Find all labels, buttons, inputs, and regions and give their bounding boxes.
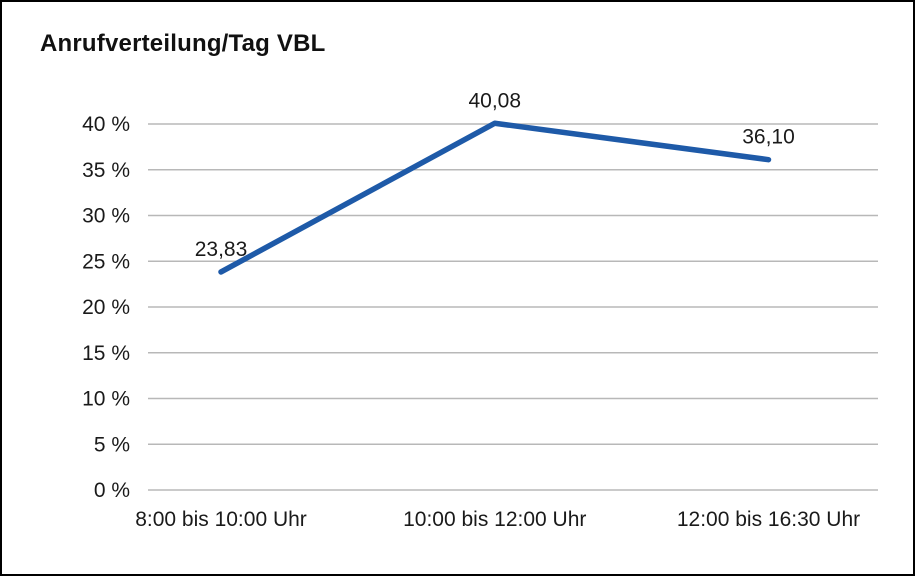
y-axis-tick-label: 20 % xyxy=(82,296,130,319)
x-axis-tick-label: 12:00 bis 16:30 Uhr xyxy=(677,508,860,531)
y-axis-tick-label: 25 % xyxy=(82,250,130,273)
y-axis-tick-label: 10 % xyxy=(82,388,130,411)
y-axis-tick-label: 30 % xyxy=(82,205,130,228)
y-axis-tick-label: 40 % xyxy=(82,113,130,136)
x-axis-tick-label: 8:00 bis 10:00 Uhr xyxy=(135,508,307,531)
y-axis-tick-label: 0 % xyxy=(94,479,130,502)
y-axis-tick-label: 35 % xyxy=(82,159,130,182)
x-axis-tick-label: 10:00 bis 12:00 Uhr xyxy=(403,508,586,531)
data-label: 40,08 xyxy=(468,89,521,112)
y-axis-tick-label: 15 % xyxy=(82,342,130,365)
chart-title: Anrufverteilung/Tag VBL xyxy=(40,30,326,57)
data-label: 36,10 xyxy=(742,126,795,149)
data-label: 23,83 xyxy=(195,238,248,261)
y-axis-tick-label: 5 % xyxy=(94,433,130,456)
series-line xyxy=(218,120,772,275)
